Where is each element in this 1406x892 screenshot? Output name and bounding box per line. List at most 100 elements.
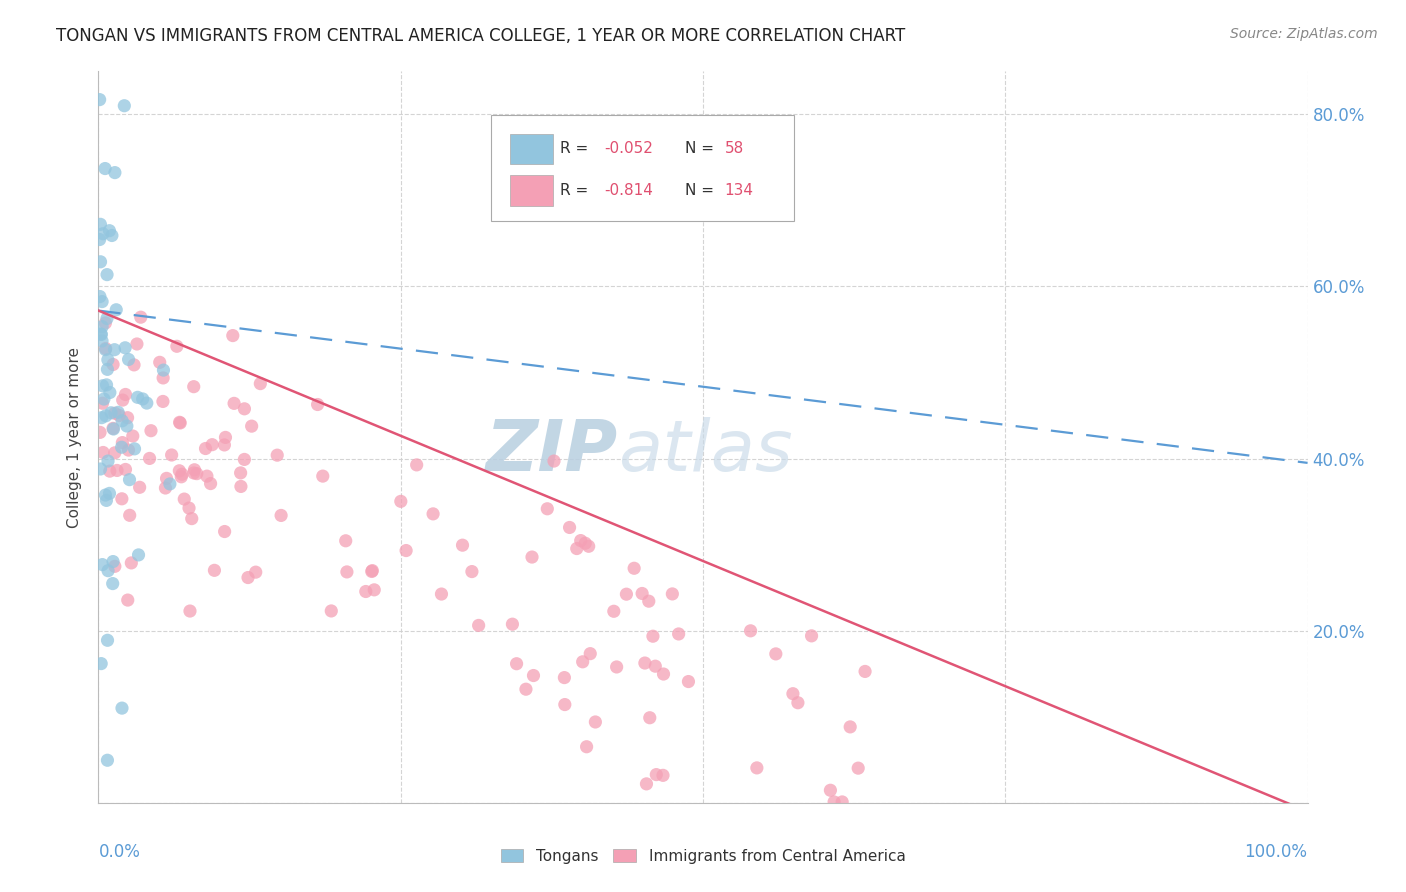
Text: 58: 58 [724,142,744,156]
Point [91,319,114,334]
Point [222,396,245,410]
Point [782,687,804,701]
Point [121,429,143,443]
Point [363,582,385,597]
Point [820,783,842,797]
Point [98,385,121,400]
Point [606,660,628,674]
Point [616,587,638,601]
Text: R =: R = [561,183,593,198]
Point [96,377,118,392]
Point [90,326,112,341]
Point [104,406,127,420]
Point [96,753,118,767]
Point [98,486,121,500]
Point [105,463,128,477]
Point [270,508,292,523]
Point [520,549,543,564]
Point [91,294,114,309]
Point [405,458,427,472]
Point [111,414,134,428]
Point [831,795,853,809]
Point [91,334,114,348]
Point [194,442,217,456]
Point [101,228,124,243]
Point [307,397,329,411]
Text: R =: R = [561,142,593,156]
FancyBboxPatch shape [492,115,793,221]
Point [108,409,131,423]
Text: N =: N = [685,183,718,198]
Point [229,479,252,493]
Point [186,467,208,481]
Point [114,387,136,401]
FancyBboxPatch shape [509,134,553,164]
Point [90,657,112,671]
Point [149,355,172,369]
Point [115,419,138,434]
Point [155,471,177,485]
Point [100,406,122,420]
Point [114,341,136,355]
Point [90,255,112,269]
Point [661,587,683,601]
Point [94,342,117,356]
Point [103,422,125,436]
Point [107,405,129,419]
Point [90,327,112,342]
Point [127,390,149,404]
Point [93,392,115,406]
Point [634,656,657,670]
Point [101,421,124,435]
Point [579,647,602,661]
Point [169,464,191,478]
Point [96,493,118,508]
Point [467,618,489,632]
Point [214,438,236,452]
Point [360,565,382,579]
Point [745,761,768,775]
Point [335,533,357,548]
Point [120,556,142,570]
Text: atlas: atlas [619,417,793,486]
Point [740,624,762,638]
Point [183,379,205,393]
Point [800,629,823,643]
Point [96,268,118,282]
Point [678,674,700,689]
Point [96,311,118,326]
Point [103,343,125,357]
Point [645,767,668,781]
Point [111,435,134,450]
Point [169,416,191,430]
Point [395,543,418,558]
Point [125,337,148,351]
Point [200,476,222,491]
Point [170,470,193,484]
Point [638,711,661,725]
Point [104,559,127,574]
Point [117,352,139,367]
Point [111,491,134,506]
Point [266,448,288,462]
Point [94,161,117,176]
Point [631,586,654,600]
Point [89,93,111,107]
Text: ZIP: ZIP [486,417,619,486]
Point [94,316,117,330]
Point [90,462,112,476]
Point [240,419,263,434]
Point [138,451,160,466]
Point [89,217,111,231]
Point [515,682,537,697]
Point [765,647,787,661]
Point [522,668,544,682]
Point [204,563,226,577]
Point [183,463,205,477]
Point [201,438,224,452]
Point [110,440,132,454]
Point [152,371,174,385]
Text: Source: ZipAtlas.com: Source: ZipAtlas.com [1230,27,1378,41]
Legend: Tongans, Immigrants from Central America: Tongans, Immigrants from Central America [496,844,910,868]
Point [644,659,666,673]
